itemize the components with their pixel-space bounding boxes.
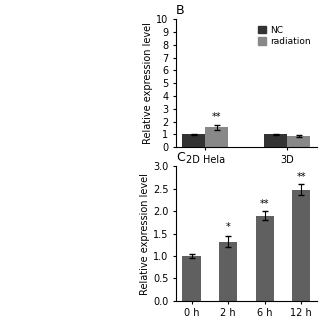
Text: **: ** [212, 112, 222, 122]
Text: *: * [226, 222, 230, 232]
Bar [264, 134, 287, 147]
Bar [219, 242, 237, 301]
Bar [182, 134, 205, 147]
Text: B: B [176, 4, 185, 17]
Bar [182, 256, 201, 301]
Bar [287, 136, 310, 147]
Y-axis label: Relative expression level: Relative expression level [143, 22, 153, 144]
Bar [292, 190, 310, 301]
Legend: NC, radiation: NC, radiation [256, 24, 312, 48]
Bar [205, 127, 228, 147]
Text: **: ** [297, 172, 306, 182]
Y-axis label: Relative expression level: Relative expression level [140, 173, 150, 294]
Bar [256, 216, 274, 301]
Text: **: ** [260, 198, 269, 209]
Text: C: C [176, 151, 185, 164]
